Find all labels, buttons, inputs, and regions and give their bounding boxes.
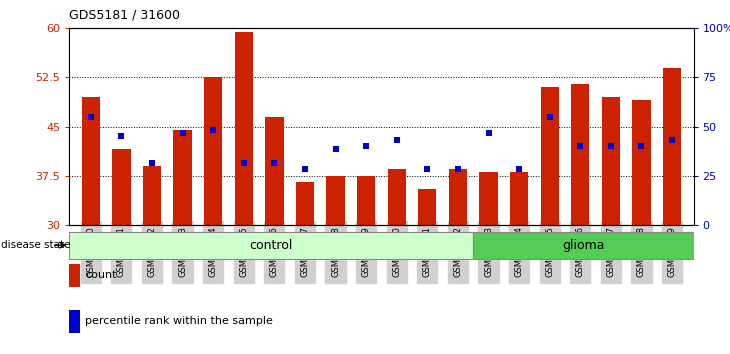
FancyBboxPatch shape	[473, 232, 694, 259]
Bar	[663, 68, 681, 225]
Point	[146, 160, 158, 165]
Bar	[112, 149, 131, 225]
Text: percentile rank within the sample: percentile rank within the sample	[85, 316, 273, 326]
Point	[421, 166, 433, 172]
Bar	[296, 182, 314, 225]
Point	[361, 143, 372, 149]
Text: count: count	[85, 270, 117, 280]
Bar	[418, 189, 437, 225]
Bar	[326, 176, 345, 225]
Point	[666, 137, 678, 142]
Bar	[480, 172, 498, 225]
Point	[483, 130, 494, 136]
Bar	[571, 84, 590, 225]
Bar	[265, 117, 283, 225]
Point	[207, 127, 219, 133]
Bar	[357, 176, 375, 225]
Bar	[632, 100, 650, 225]
Point	[238, 160, 250, 165]
Point	[115, 133, 127, 139]
Point	[177, 130, 188, 136]
Bar	[510, 172, 529, 225]
Bar	[602, 97, 620, 225]
Bar	[540, 87, 559, 225]
Point	[452, 166, 464, 172]
Bar	[388, 169, 406, 225]
Point	[269, 160, 280, 165]
Bar	[143, 166, 161, 225]
Point	[299, 166, 311, 172]
Bar	[234, 32, 253, 225]
Point	[575, 143, 586, 149]
Point	[544, 114, 556, 120]
Text: disease state: disease state	[1, 240, 70, 250]
Bar	[204, 78, 223, 225]
Point	[636, 143, 648, 149]
Text: GDS5181 / 31600: GDS5181 / 31600	[69, 9, 180, 22]
Point	[330, 147, 342, 152]
FancyBboxPatch shape	[69, 232, 473, 259]
Point	[85, 114, 96, 120]
Point	[391, 137, 402, 142]
Text: glioma: glioma	[562, 239, 604, 252]
Bar	[449, 169, 467, 225]
Point	[513, 166, 525, 172]
Bar	[174, 130, 192, 225]
Bar	[82, 97, 100, 225]
Point	[605, 143, 617, 149]
Text: control: control	[250, 239, 293, 252]
